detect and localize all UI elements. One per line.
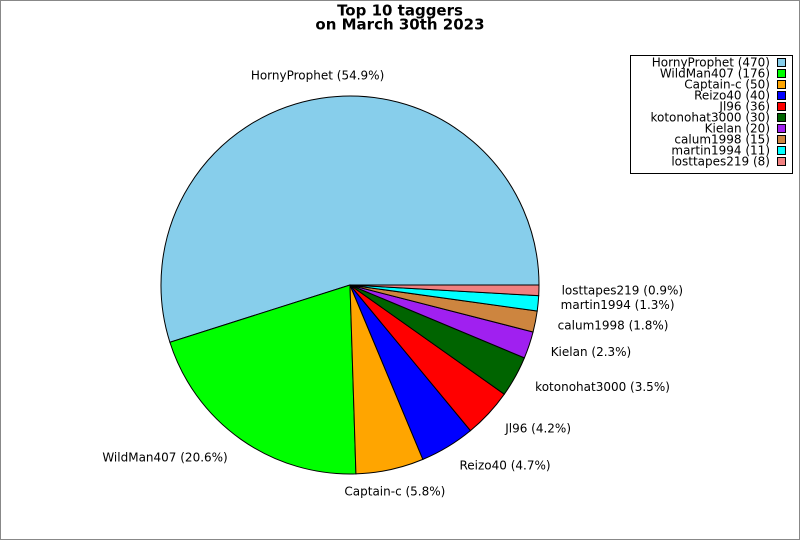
legend-label: martin1994 (11) [671, 144, 770, 158]
legend-label: losttapes219 (8) [671, 155, 770, 169]
slice-label: losttapes219 (0.9%) [562, 283, 684, 297]
slice-label: martin1994 (1.3%) [561, 298, 675, 312]
legend-swatch [777, 146, 786, 155]
legend-swatch [777, 102, 786, 111]
chart-subtitle: on March 30th 2023 [315, 16, 484, 34]
legend-label: Kielan (20) [705, 122, 770, 136]
slice-label: Captain-c (5.8%) [344, 484, 445, 498]
legend-label: HornyProphet (470) [652, 56, 770, 70]
legend-label: Jl96 (36) [718, 100, 770, 114]
slice-label: HornyProphet (54.9%) [251, 68, 384, 82]
legend-label: Reizo40 (40) [694, 89, 770, 103]
chart-title: Top 10 taggers [337, 2, 463, 20]
pie-slice [160, 95, 540, 343]
legend-swatch [777, 113, 786, 122]
legend-swatch [777, 124, 786, 133]
slice-label: Kielan (2.3%) [551, 345, 632, 359]
legend-label: WildMan407 (176) [660, 67, 770, 81]
slice-label: Jl96 (4.2%) [504, 421, 571, 435]
legend-swatch [777, 80, 786, 89]
slice-label: WildMan407 (20.6%) [102, 450, 227, 464]
pie-slice [169, 284, 357, 475]
legend-swatch [777, 58, 786, 67]
legend-swatch [777, 157, 786, 166]
legend-swatch [777, 91, 786, 100]
pie-slice [349, 284, 540, 297]
slice-label: calum1998 (1.8%) [558, 318, 669, 332]
legend-swatch [777, 69, 786, 78]
legend-swatch [777, 135, 786, 144]
legend-label: Captain-c (50) [684, 78, 770, 92]
legend-label: kotonohat3000 (30) [650, 111, 770, 125]
legend-label: calum1998 (15) [674, 133, 770, 147]
legend-box [630, 55, 793, 174]
slice-label: kotonohat3000 (3.5%) [535, 380, 670, 394]
slice-label: Reizo40 (4.7%) [459, 459, 550, 473]
